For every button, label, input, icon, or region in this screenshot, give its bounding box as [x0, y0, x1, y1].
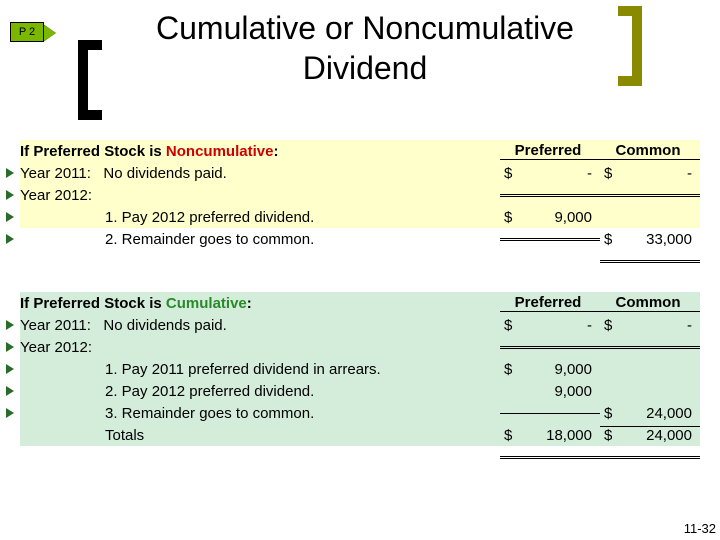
noncum-year1-row: Year 2011: No dividends paid. $- $-	[20, 162, 700, 184]
currency-symbol: $	[504, 209, 516, 226]
cumulative-section: If Preferred Stock is Cumulative: Prefer…	[20, 292, 700, 468]
currency-symbol: $	[504, 317, 516, 334]
cell-rule	[600, 260, 700, 263]
amount: 18,000	[516, 427, 592, 444]
amount: -	[516, 165, 592, 182]
cum-totals-row: Totals $18,000 $24,000	[20, 424, 700, 446]
amount: 24,000	[616, 427, 692, 444]
noncum-step1-row: 1. Pay 2012 preferred dividend. $9,000	[20, 206, 700, 228]
cell-rule	[500, 238, 600, 241]
amount: -	[616, 317, 692, 334]
cum-step2-pref: 9,000	[500, 383, 600, 400]
cell-rule	[600, 346, 700, 349]
cell-rule	[500, 194, 600, 197]
cell-rule	[500, 346, 600, 349]
noncum-year2-row: Year 2012:	[20, 184, 700, 206]
amount: 9,000	[516, 383, 592, 400]
currency-symbol: $	[604, 231, 616, 248]
currency-symbol: $	[604, 317, 616, 334]
noncum-step1-pref: $9,000	[500, 209, 600, 226]
amount: 24,000	[616, 405, 692, 422]
noncum-keyword: Noncumulative	[166, 143, 274, 160]
noncum-heading: If Preferred Stock is Noncumulative:	[20, 143, 500, 160]
col-header-common: Common	[600, 294, 700, 312]
cum-year1-pref: $-	[500, 317, 600, 334]
cum-step1-pref: $9,000	[500, 361, 600, 378]
currency-symbol: $	[504, 427, 516, 444]
slide-title: Cumulative or Noncumulative Dividend	[120, 8, 610, 88]
cell-rule	[600, 456, 700, 459]
noncum-step2-comm: $33,000	[600, 231, 700, 248]
cum-step2-label: 2. Pay 2012 preferred dividend.	[20, 383, 500, 400]
currency-symbol	[504, 383, 516, 400]
cum-header-row: If Preferred Stock is Cumulative: Prefer…	[20, 292, 700, 314]
content-area: If Preferred Stock is Noncumulative: Pre…	[20, 140, 700, 488]
slide-header: P 2 Cumulative or Noncumulative Dividend	[0, 0, 720, 105]
currency-symbol: $	[504, 165, 516, 182]
noncum-bottom-rule	[20, 250, 700, 272]
cum-keyword: Cumulative	[166, 295, 247, 312]
cum-step2-row: 2. Pay 2012 preferred dividend. 9,000	[20, 380, 700, 402]
cum-heading: If Preferred Stock is Cumulative:	[20, 295, 500, 312]
cum-totals-comm: $24,000	[600, 426, 700, 444]
currency-symbol: $	[604, 165, 616, 182]
badge-arrow-icon	[44, 25, 56, 41]
noncum-year2-label: Year 2012:	[20, 187, 500, 204]
amount: 33,000	[616, 231, 692, 248]
amount: 9,000	[516, 361, 592, 378]
col-header-preferred: Preferred	[500, 294, 600, 312]
cum-year2-label: Year 2012:	[20, 339, 500, 356]
noncum-year1-comm: $-	[600, 165, 700, 182]
cum-totals-label: Totals	[20, 427, 500, 444]
slide-number: 11-32	[684, 521, 716, 536]
cell-rule	[500, 413, 600, 414]
noncum-header-row: If Preferred Stock is Noncumulative: Pre…	[20, 140, 700, 162]
amount: -	[616, 165, 692, 182]
cum-step3-label: 3. Remainder goes to common.	[20, 405, 500, 422]
amount: -	[516, 317, 592, 334]
cum-step3-row: 3. Remainder goes to common. $24,000	[20, 402, 700, 424]
cum-year1-label: Year 2011: No dividends paid.	[20, 317, 500, 334]
noncum-heading-pre: If Preferred Stock is	[20, 143, 166, 160]
cum-heading-post: :	[247, 295, 252, 312]
currency-symbol: $	[604, 405, 616, 422]
cell-rule	[500, 456, 600, 459]
noncumulative-section: If Preferred Stock is Noncumulative: Pre…	[20, 140, 700, 272]
noncum-step1-label: 1. Pay 2012 preferred dividend.	[20, 209, 500, 226]
cum-step1-label: 1. Pay 2011 preferred dividend in arrear…	[20, 361, 500, 378]
cum-step3-comm: $24,000	[600, 405, 700, 422]
currency-symbol: $	[604, 427, 616, 444]
noncum-heading-post: :	[273, 143, 278, 160]
noncum-step2-row: 2. Remainder goes to common. $33,000	[20, 228, 700, 250]
cum-step1-row: 1. Pay 2011 preferred dividend in arrear…	[20, 358, 700, 380]
col-header-preferred: Preferred	[500, 142, 600, 160]
cum-heading-pre: If Preferred Stock is	[20, 295, 166, 312]
cum-totals-pref: $18,000	[500, 427, 600, 444]
left-bracket-icon	[78, 40, 102, 120]
cum-bottom-rule	[20, 446, 700, 468]
cum-year2-row: Year 2012:	[20, 336, 700, 358]
currency-symbol: $	[504, 361, 516, 378]
amount: 9,000	[516, 209, 592, 226]
noncum-year1-label: Year 2011: No dividends paid.	[20, 165, 500, 182]
cell-rule	[600, 194, 700, 197]
noncum-step2-label: 2. Remainder goes to common.	[20, 231, 500, 248]
cum-year1-row: Year 2011: No dividends paid. $- $-	[20, 314, 700, 336]
noncum-year1-pref: $-	[500, 165, 600, 182]
badge-text: P 2	[19, 26, 35, 38]
col-header-common: Common	[600, 142, 700, 160]
right-bracket-icon	[618, 6, 642, 86]
learning-objective-badge: P 2	[10, 22, 44, 42]
cum-year1-comm: $-	[600, 317, 700, 334]
